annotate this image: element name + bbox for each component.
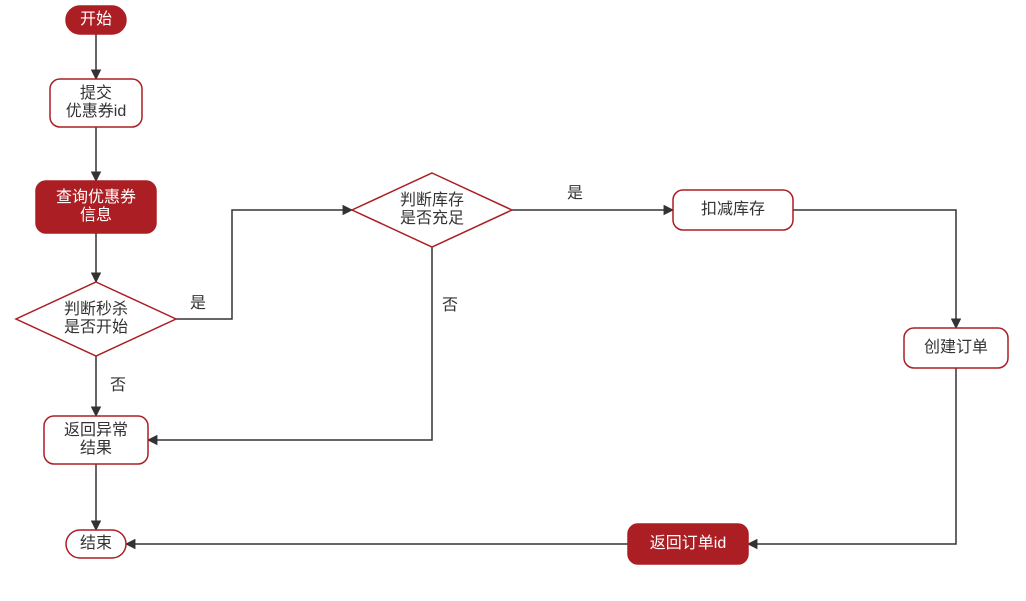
node-checkStock: 判断库存是否充足 [352, 173, 512, 247]
edge-label-checkStart-retErr: 否 [110, 377, 126, 394]
node-submit: 提交优惠券id [50, 79, 142, 127]
edge-label-checkStart-checkStock: 是 [190, 295, 206, 312]
node-deduct: 扣减库存 [673, 190, 793, 230]
node-end-label-0: 结束 [80, 534, 112, 552]
node-retOrder-label-0: 返回订单id [650, 534, 726, 552]
node-retErr-label-0: 返回异常 [64, 421, 128, 439]
node-query-label-0: 查询优惠券 [56, 188, 136, 206]
edge-label-checkStock-deduct: 是 [567, 185, 583, 202]
node-create-label-0: 创建订单 [924, 338, 988, 356]
node-create: 创建订单 [904, 328, 1008, 368]
flowchart-canvas: 是否是否开始提交优惠券id查询优惠券信息判断秒杀是否开始判断库存是否充足扣减库存… [0, 0, 1026, 601]
edge-deduct-create [793, 210, 956, 328]
node-start: 开始 [66, 6, 126, 34]
node-checkStart-label-1: 是否开始 [64, 318, 128, 336]
node-start-label-0: 开始 [80, 10, 112, 28]
node-checkStock-label-0: 判断库存 [400, 191, 464, 209]
edge-checkStock-retErr [148, 247, 432, 440]
node-retOrder: 返回订单id [628, 524, 748, 564]
node-checkStock-label-1: 是否充足 [400, 209, 464, 227]
node-query-label-1: 信息 [80, 206, 112, 224]
node-retErr: 返回异常结果 [44, 416, 148, 464]
node-submit-label-0: 提交 [80, 84, 112, 102]
edge-create-retOrder [748, 368, 956, 544]
node-end: 结束 [66, 530, 126, 558]
node-checkStart: 判断秒杀是否开始 [16, 282, 176, 356]
node-query: 查询优惠券信息 [36, 181, 156, 233]
node-retErr-label-1: 结果 [80, 439, 112, 457]
edge-label-checkStock-retErr: 否 [442, 297, 458, 314]
node-checkStart-label-0: 判断秒杀 [64, 300, 128, 318]
node-deduct-label-0: 扣减库存 [701, 200, 765, 218]
node-submit-label-1: 优惠券id [66, 102, 126, 120]
